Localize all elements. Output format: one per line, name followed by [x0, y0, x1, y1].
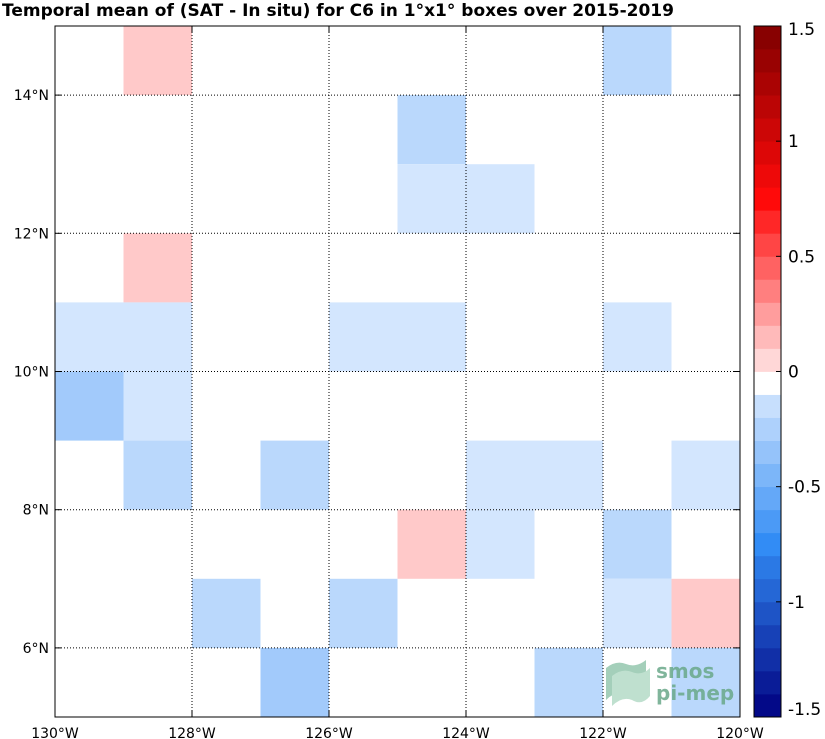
heatmap-cell — [397, 509, 466, 579]
heatmap-cell — [671, 440, 740, 510]
x-tick-label: 126°W — [305, 726, 353, 739]
x-tick-label: 122°W — [579, 726, 627, 739]
heatmap-cell — [123, 26, 192, 96]
colorbar-segment — [754, 532, 781, 557]
colorbar-tick-label: 1.5 — [788, 20, 815, 40]
heatmap-cell — [192, 578, 261, 648]
colorbar-segment — [754, 256, 781, 280]
x-tick-label: 128°W — [168, 726, 216, 739]
colorbar-segment — [754, 463, 781, 488]
y-tick-label: 12°N — [14, 226, 49, 242]
y-tick-label: 14°N — [14, 88, 49, 104]
heatmap-cell — [123, 302, 192, 372]
logo-wave-icon — [606, 660, 650, 706]
axis-ticks: 130°W 128°W 126°W 124°W 122°W 120°W 6°N 8°N 10°N… — [14, 26, 764, 739]
colorbar-tick-label: -1 — [788, 593, 805, 613]
heatmap-cell — [123, 440, 192, 510]
colorbar-segment — [754, 72, 781, 96]
heatmap-cell — [534, 647, 603, 717]
colorbar-segment — [754, 509, 781, 534]
colorbar-segment — [754, 371, 781, 395]
colorbar: -1.5 -1 -0.5 0 0.5 1 1.5 — [753, 20, 821, 720]
colorbar-segment — [754, 302, 781, 326]
colorbar-segment — [754, 325, 781, 349]
heatmap-cell — [671, 578, 740, 648]
colorbar-segment — [754, 647, 781, 672]
heatmap-cell — [603, 302, 672, 372]
heatmap-cell — [466, 164, 535, 234]
heatmap-cell — [534, 440, 603, 510]
heatmap-cell — [55, 371, 124, 441]
colorbar-segment — [754, 49, 781, 73]
grid-lines — [55, 26, 740, 717]
colorbar-segment — [754, 118, 781, 142]
colorbar-segment — [754, 693, 781, 718]
colorbar-tick-label: 0 — [788, 363, 799, 383]
colorbar-segment — [754, 601, 781, 626]
y-tick-label: 10°N — [14, 365, 49, 381]
heatmap-cell — [329, 578, 398, 648]
colorbar-segment — [754, 141, 781, 165]
smos-pi-mep-logo: smos pi-mep — [606, 659, 734, 706]
heatmap-cell — [123, 233, 192, 303]
colorbar-segment — [754, 95, 781, 119]
logo-line1: smos — [656, 659, 714, 683]
logo-line2: pi-mep — [656, 681, 734, 705]
heatmap-cell — [397, 164, 466, 234]
heatmap-cell — [603, 26, 672, 96]
y-tick-label: 6°N — [23, 641, 49, 657]
colorbar-tick-label: 1 — [788, 132, 799, 152]
colorbar-segment — [754, 394, 781, 418]
colorbar-segment — [754, 233, 781, 257]
colorbar-tick-label: -1.5 — [788, 700, 821, 720]
colorbar-segment — [754, 164, 781, 188]
x-tick-label: 130°W — [31, 726, 79, 739]
heatmap-cell — [260, 647, 329, 717]
heatmap-cell — [329, 302, 398, 372]
colorbar-tick-label: -0.5 — [788, 478, 821, 498]
colorbar-segment — [754, 417, 781, 441]
heatmap-cell — [397, 302, 466, 372]
colorbar-segment — [754, 187, 781, 211]
heatmap-cell — [466, 440, 535, 510]
heatmap-cell — [603, 578, 672, 648]
chart-title: Temporal mean of (SAT - In situ) for C6 … — [2, 1, 674, 21]
y-tick-label: 8°N — [23, 503, 49, 519]
x-tick-label: 120°W — [716, 726, 764, 739]
colorbar-segment — [754, 624, 781, 649]
colorbar-tick-label: 0.5 — [788, 247, 815, 267]
colorbar-segment — [754, 26, 781, 50]
colorbar-segment — [754, 486, 781, 511]
heatmap-cell — [603, 509, 672, 579]
heatmap-cell — [55, 302, 124, 372]
colorbar-segment — [754, 348, 781, 372]
heatmap-cell — [671, 647, 740, 717]
colorbar-segment — [754, 279, 781, 303]
colorbar-segment — [754, 670, 781, 695]
heatmap-cell — [466, 509, 535, 579]
heatmap-cell — [397, 95, 466, 165]
heatmap-cell — [260, 440, 329, 510]
colorbar-segment — [754, 440, 781, 465]
colorbar-segment — [754, 578, 781, 603]
heatmap-cell — [123, 371, 192, 441]
colorbar-segment — [754, 555, 781, 580]
heatmap-cells — [55, 26, 740, 717]
colorbar-segment — [754, 210, 781, 234]
x-tick-label: 124°W — [442, 726, 490, 739]
